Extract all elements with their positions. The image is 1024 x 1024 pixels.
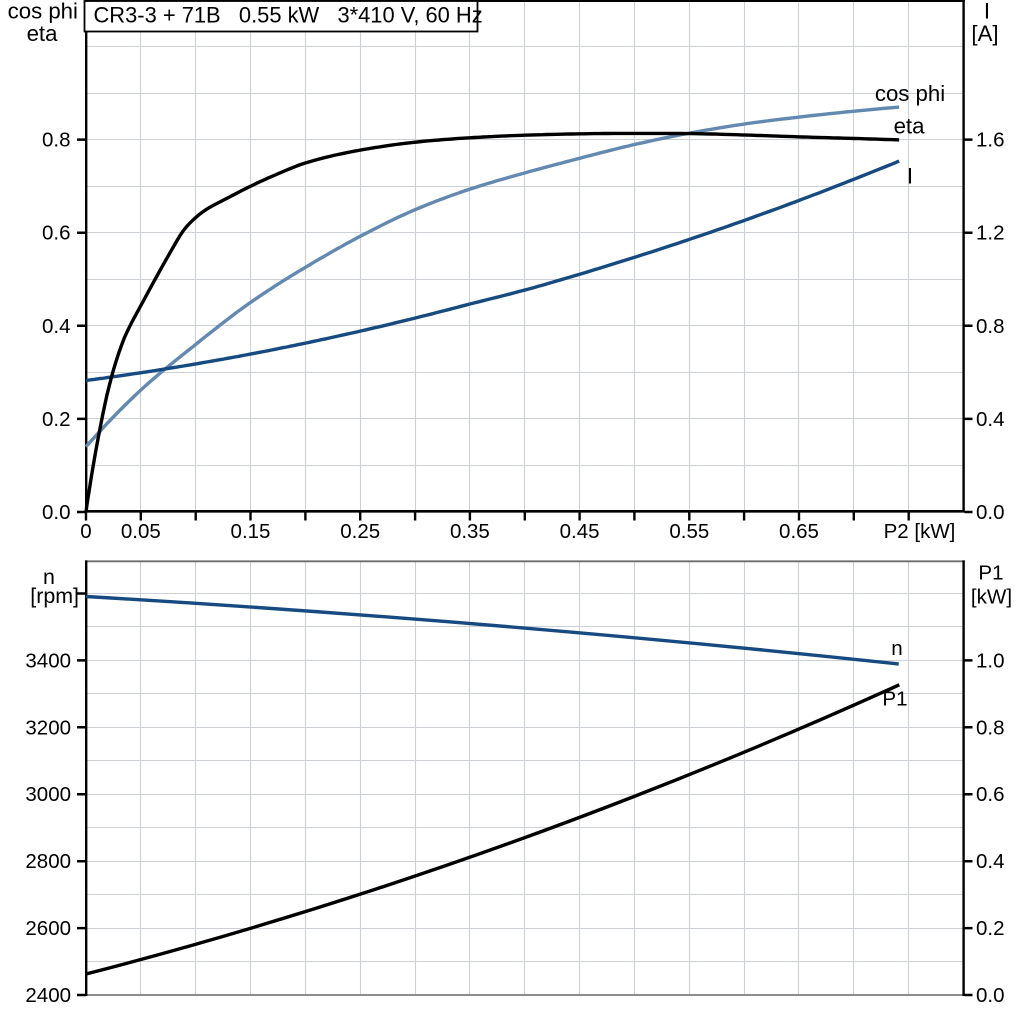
svg-text:0.4: 0.4 bbox=[976, 408, 1005, 431]
svg-text:0.2: 0.2 bbox=[42, 408, 71, 431]
svg-text:n: n bbox=[43, 565, 55, 589]
svg-text:1.2: 1.2 bbox=[976, 222, 1005, 245]
svg-text:0.05: 0.05 bbox=[121, 520, 161, 543]
svg-text:eta: eta bbox=[894, 114, 926, 139]
svg-text:0.35: 0.35 bbox=[450, 520, 490, 543]
svg-text:n: n bbox=[891, 637, 902, 660]
svg-text:2600: 2600 bbox=[25, 917, 71, 940]
svg-text:0.0: 0.0 bbox=[42, 501, 71, 524]
svg-text:0.25: 0.25 bbox=[340, 520, 380, 543]
svg-text:0: 0 bbox=[80, 520, 91, 543]
svg-text:[A]: [A] bbox=[971, 21, 998, 46]
svg-text:3000: 3000 bbox=[25, 783, 71, 806]
svg-text:3200: 3200 bbox=[25, 716, 71, 739]
svg-text:CR3-3 + 71B 0.55 kW 3*410: CR3-3 + 71B 0.55 kW 3*410 V, 60 Hz bbox=[94, 2, 483, 27]
svg-text:eta: eta bbox=[27, 21, 59, 46]
svg-text:[kW]: [kW] bbox=[971, 586, 1012, 609]
svg-text:P1: P1 bbox=[882, 688, 907, 711]
svg-text:0.55: 0.55 bbox=[669, 520, 709, 543]
svg-text:P1: P1 bbox=[978, 562, 1003, 585]
svg-text:0.65: 0.65 bbox=[779, 520, 819, 543]
svg-text:1.0: 1.0 bbox=[976, 649, 1005, 672]
svg-text:2400: 2400 bbox=[25, 984, 71, 1007]
svg-text:cos phi: cos phi bbox=[8, 0, 78, 23]
svg-text:0.8: 0.8 bbox=[976, 315, 1005, 338]
svg-text:0.45: 0.45 bbox=[560, 520, 600, 543]
svg-text:0.8: 0.8 bbox=[42, 129, 71, 152]
svg-text:0.2: 0.2 bbox=[976, 917, 1005, 940]
svg-text:cos phi: cos phi bbox=[875, 81, 945, 106]
svg-text:0.0: 0.0 bbox=[976, 984, 1005, 1007]
svg-text:0.4: 0.4 bbox=[976, 850, 1005, 873]
svg-text:0.15: 0.15 bbox=[231, 520, 271, 543]
svg-text:0.8: 0.8 bbox=[976, 716, 1005, 739]
svg-text:I: I bbox=[907, 164, 913, 189]
svg-text:1.6: 1.6 bbox=[976, 129, 1005, 152]
svg-text:0.6: 0.6 bbox=[42, 222, 71, 245]
svg-text:[rpm]: [rpm] bbox=[30, 584, 79, 608]
svg-text:I: I bbox=[984, 0, 990, 23]
svg-text:2800: 2800 bbox=[25, 850, 71, 873]
svg-text:0.6: 0.6 bbox=[976, 783, 1005, 806]
svg-text:3400: 3400 bbox=[25, 649, 71, 672]
svg-text:0.4: 0.4 bbox=[42, 315, 71, 338]
svg-text:0.0: 0.0 bbox=[976, 501, 1005, 524]
svg-text:P2 [kW]: P2 [kW] bbox=[884, 520, 956, 543]
